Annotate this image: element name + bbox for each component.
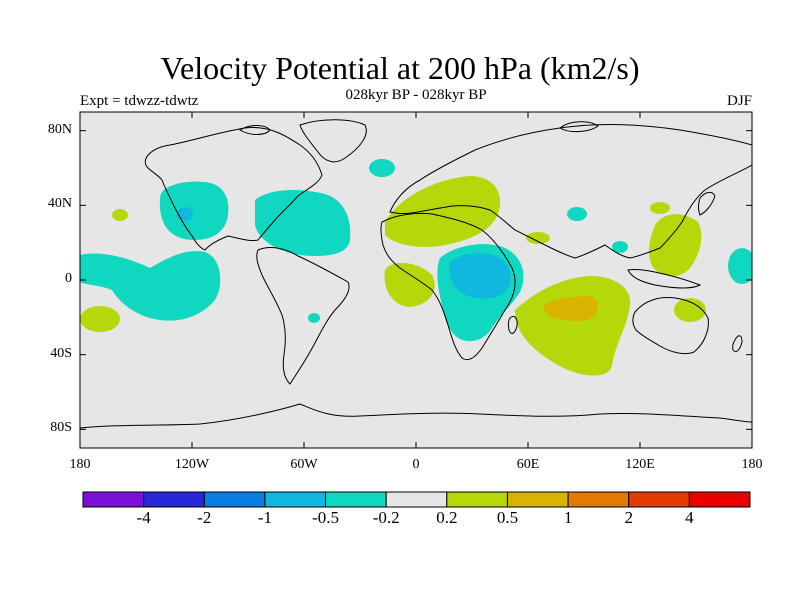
colorbar-swatch: [265, 492, 326, 507]
lon-label: 180: [70, 457, 91, 473]
colorbar-label: -4: [137, 508, 151, 528]
colorbar-swatch: [144, 492, 205, 507]
colorbar-label: 1: [564, 508, 573, 528]
colorbar-swatch: [83, 492, 144, 507]
velocity-potential-map: [0, 0, 800, 600]
colorbar-swatch: [507, 492, 568, 507]
colorbar-swatch: [204, 492, 265, 507]
colorbar-label: 0.2: [436, 508, 457, 528]
colorbar-label: 2: [624, 508, 633, 528]
lon-label: 60W: [290, 457, 317, 473]
lat-label: 40N: [48, 196, 72, 212]
region-north-pacific-core: [177, 207, 193, 221]
lon-label: 180: [742, 457, 763, 473]
colorbar-label: -0.5: [312, 508, 339, 528]
lat-label: 80S: [50, 420, 72, 436]
lon-label: 120W: [175, 457, 209, 473]
colorbar-label: -0.2: [373, 508, 400, 528]
region-central-asia-small-negative: [567, 207, 587, 221]
colorbar-label: 0.5: [497, 508, 518, 528]
colorbar-swatch: [386, 492, 447, 507]
colorbar-label: -1: [258, 508, 272, 528]
colorbar-swatch: [689, 492, 750, 507]
lon-label: 120E: [625, 457, 655, 473]
region-north-atlantic-small-negative: [369, 159, 395, 177]
colorbar-label: 4: [685, 508, 694, 528]
colorbar-swatch: [568, 492, 629, 507]
colorbar-swatch: [629, 492, 690, 507]
region-south-america-small-negative: [308, 313, 320, 323]
region-south-pacific-positive: [80, 306, 120, 332]
region-north-pacific-negative: [160, 182, 229, 240]
lat-label: 40S: [50, 346, 72, 362]
region-south-china-positive: [650, 202, 670, 214]
colorbar: [83, 492, 750, 507]
region-north-pacific-small-positive: [112, 209, 128, 221]
colorbar-swatch: [326, 492, 387, 507]
lon-label: 0: [413, 457, 420, 473]
region-arabian-sea-positive: [526, 232, 550, 244]
colorbar-swatch: [447, 492, 508, 507]
lat-label: 80N: [48, 122, 72, 138]
colorbar-label: -2: [197, 508, 211, 528]
lon-label: 60E: [517, 457, 540, 473]
lat-label: 0: [65, 271, 72, 287]
